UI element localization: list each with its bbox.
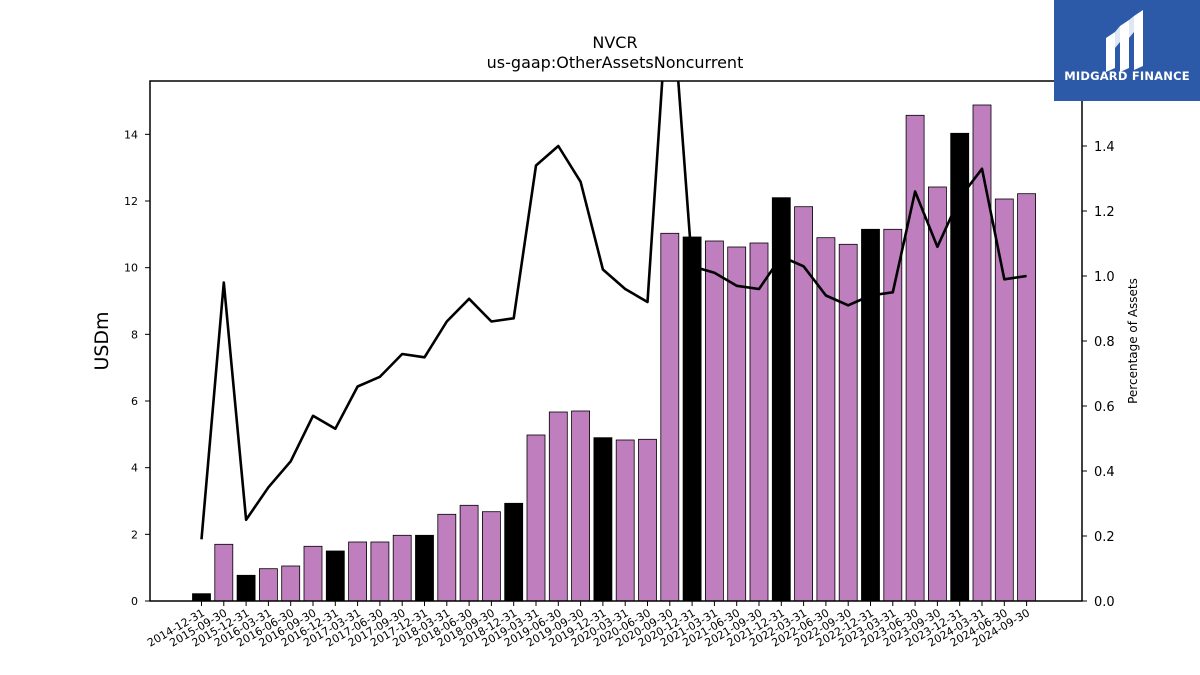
- bar: [928, 186, 947, 602]
- y2-tick-label: 0.6: [1094, 400, 1115, 415]
- y-tick-label: 12: [124, 195, 138, 208]
- bar: [392, 534, 412, 602]
- bar: [459, 504, 479, 602]
- y-tick-label: 4: [131, 462, 138, 475]
- bar: [192, 593, 211, 602]
- bar: [214, 543, 234, 602]
- bar: [638, 438, 657, 602]
- y2-tick-label: 0.0: [1094, 595, 1115, 610]
- bar: [972, 104, 992, 602]
- bar: [526, 434, 546, 602]
- bar: [437, 513, 457, 602]
- bar: [593, 437, 613, 602]
- y2-tick-label: 0.4: [1094, 465, 1115, 480]
- bar: [861, 228, 880, 602]
- bar: [749, 242, 769, 602]
- y-tick-label: 8: [131, 328, 138, 341]
- y2-tick-label: 0.2: [1094, 530, 1115, 545]
- bar: [883, 228, 903, 602]
- y-tick-label: 0: [131, 595, 138, 608]
- bar: [905, 114, 925, 602]
- bar: [548, 411, 568, 602]
- bar: [325, 550, 345, 602]
- bar: [660, 232, 680, 602]
- bar: [994, 198, 1014, 602]
- logo-brand-text: MIDGARD FINANCE: [1064, 69, 1190, 83]
- bar: [348, 541, 368, 602]
- bar: [481, 511, 501, 602]
- midgard-finance-logo: MIDGARD FINANCE: [1054, 0, 1200, 101]
- bar: [615, 439, 635, 602]
- y2-tick-label: 1.2: [1094, 205, 1115, 220]
- bar: [281, 565, 301, 602]
- bar: [504, 502, 524, 602]
- bar: [258, 568, 278, 602]
- y2-tick-label: 0.8: [1094, 335, 1115, 350]
- chart-subtitle: us-gaap:OtherAssetsNoncurrent: [486, 53, 744, 72]
- bar: [370, 541, 390, 602]
- y-tick-label: 14: [124, 128, 138, 141]
- y-axis-label: USDm: [91, 311, 113, 371]
- y-tick-label: 10: [124, 262, 138, 275]
- bar: [236, 574, 256, 602]
- bar: [727, 246, 747, 602]
- y-tick-label: 2: [131, 528, 138, 541]
- y-tick-label: 6: [131, 395, 138, 408]
- bar: [303, 545, 323, 602]
- y2-axis-label: Percentage of Assets: [1126, 278, 1140, 404]
- y2-tick-label: 1.0: [1094, 270, 1115, 285]
- series-line: [200, 81, 1027, 540]
- bar: [838, 243, 858, 602]
- bar: [705, 240, 724, 602]
- chart-title: NVCR: [592, 33, 638, 52]
- bar: [950, 132, 970, 602]
- y2-tick-label: 1.4: [1094, 140, 1115, 155]
- bar: [571, 410, 590, 602]
- bar: [415, 534, 434, 602]
- midgard-logo-icon: [1106, 10, 1143, 72]
- bar: [682, 236, 702, 602]
- bar: [1017, 193, 1036, 602]
- bar: [816, 237, 836, 602]
